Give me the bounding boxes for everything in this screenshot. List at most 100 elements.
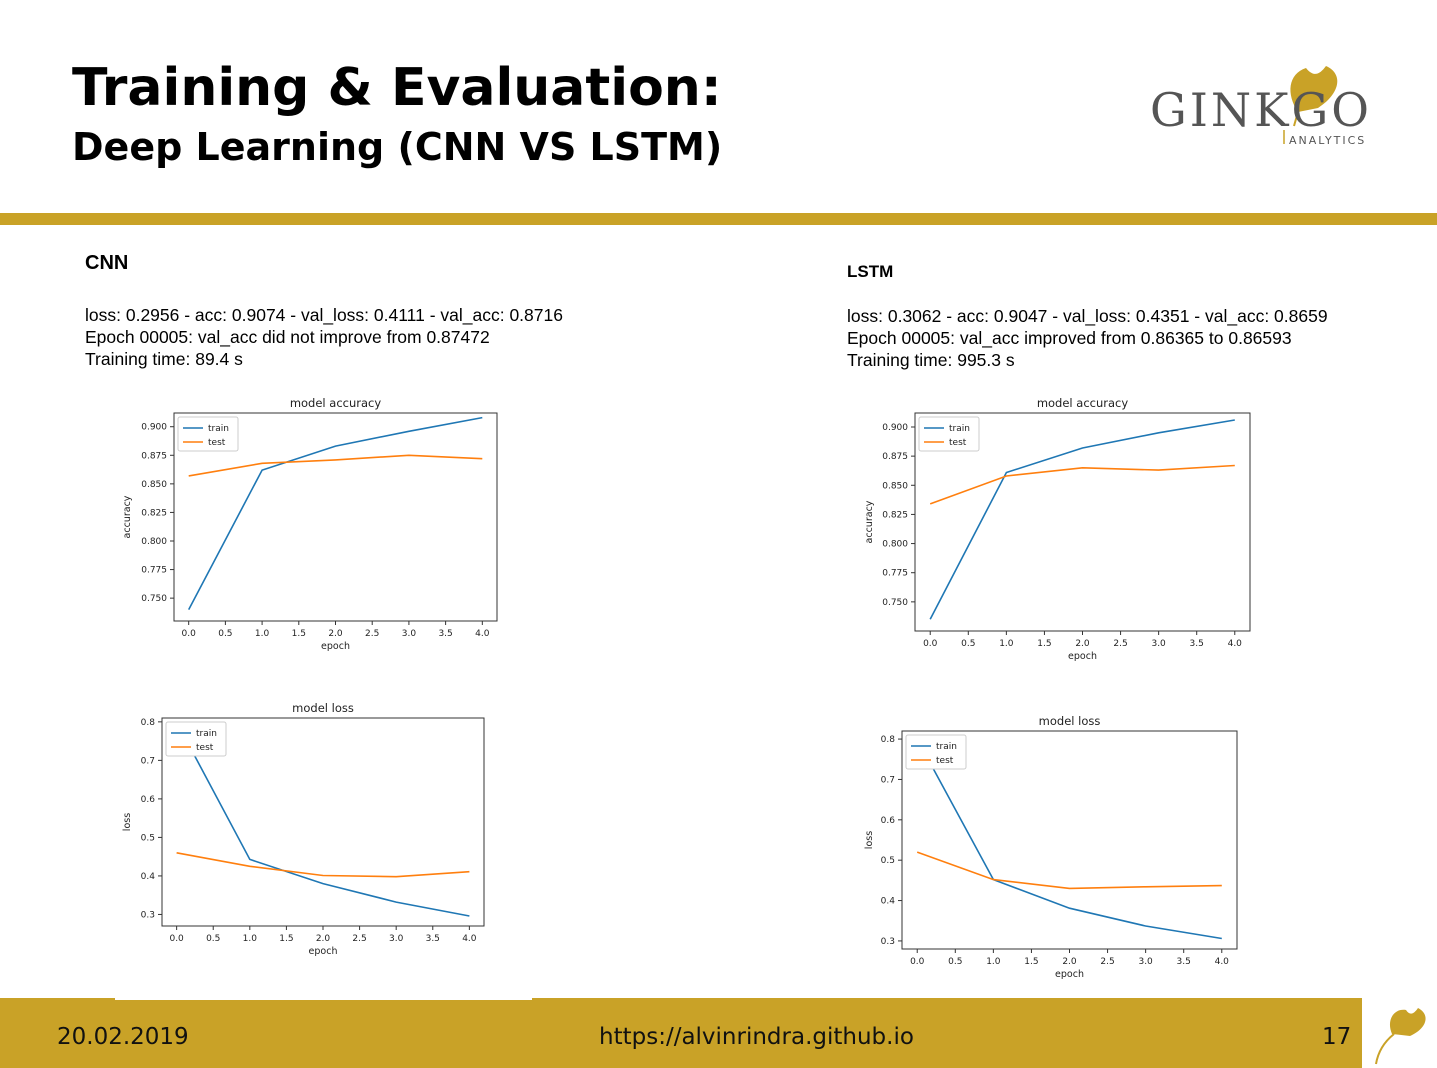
chart-title: model accuracy — [290, 396, 382, 410]
x-tick-label: 4.0 — [475, 629, 490, 639]
y-tick-label: 0.900 — [141, 423, 167, 433]
lstm-accuracy-chart: model accuracy 0.0 0.5 1.0 1.5 2.0 2.5 3.0 3.5 4.… — [864, 396, 1251, 662]
series-line-test — [916, 851, 1222, 890]
x-tick-label: 2.5 — [352, 934, 366, 944]
y-tick-label: 0.8 — [141, 718, 156, 728]
legend-label-test: test — [208, 438, 226, 448]
legend-label-test: test — [936, 756, 954, 766]
chart-title: model loss — [292, 701, 354, 715]
x-tick-label: 1.5 — [279, 934, 293, 944]
y-tick-label: 0.3 — [141, 910, 155, 920]
y-tick-label: 0.900 — [882, 423, 908, 433]
x-tick-label: 3.0 — [389, 934, 404, 944]
y-tick-label: 0.775 — [882, 569, 908, 579]
y-axis-label: accuracy — [122, 495, 133, 538]
y-tick-label: 0.750 — [882, 598, 908, 608]
x-tick-label: 0.5 — [948, 957, 962, 967]
y-tick-label: 0.5 — [881, 856, 895, 866]
y-tick-label: 0.825 — [882, 510, 908, 520]
ginkgo-leaf-stem — [1293, 111, 1299, 127]
x-tick-label: 1.5 — [1037, 639, 1051, 649]
lstm-stats-line: Training time: 995.3 s — [847, 350, 1015, 370]
y-tick-label: 0.6 — [141, 795, 156, 805]
y-tick-label: 0.4 — [141, 872, 156, 882]
logo-wordmark: GINKGO — [1150, 83, 1372, 137]
y-tick-label: 0.7 — [881, 775, 895, 785]
y-axis-label: loss — [122, 813, 133, 831]
cnn-stats: loss: 0.2956 - acc: 0.9074 - val_loss: 0… — [85, 304, 563, 370]
footer-highlight — [115, 998, 532, 1000]
y-axis-label: accuracy — [864, 500, 875, 543]
chart-title: model loss — [1039, 714, 1101, 728]
series-line-train — [175, 721, 470, 917]
y-tick-label: 0.875 — [882, 452, 908, 462]
y-axis-label: loss — [864, 831, 875, 849]
series-line-train — [916, 738, 1222, 940]
x-tick-label: 1.0 — [255, 629, 270, 639]
ginkgo-leaf-icon — [1375, 1008, 1426, 1065]
chart-title: model accuracy — [1037, 396, 1129, 410]
lstm-stats-line: Epoch 00005: val_acc improved from 0.863… — [847, 328, 1292, 348]
x-tick-label: 0.5 — [218, 629, 232, 639]
legend-label-train: train — [936, 742, 957, 752]
x-tick-label: 1.5 — [292, 629, 306, 639]
slide-title: Training & Evaluation: — [72, 58, 722, 118]
y-tick-label: 0.7 — [141, 756, 155, 766]
legend-label-train: train — [208, 424, 229, 434]
logo-subtext: ANALYTICS — [1289, 134, 1366, 147]
y-tick-label: 0.775 — [141, 566, 167, 576]
x-tick-label: 0.5 — [961, 639, 975, 649]
legend-label-test: test — [949, 438, 967, 448]
legend-label-test: test — [196, 743, 214, 753]
y-tick-label: 0.750 — [141, 594, 167, 604]
x-tick-label: 0.0 — [182, 629, 197, 639]
slide-subtitle: Deep Learning (CNN VS LSTM) — [72, 125, 723, 169]
y-tick-label: 0.850 — [882, 481, 908, 491]
x-axis-label: epoch — [309, 946, 338, 957]
x-tick-label: 4.0 — [1228, 639, 1243, 649]
cnn-stats-line: loss: 0.2956 - acc: 0.9074 - val_loss: 0… — [85, 305, 563, 325]
lstm-stats-line: loss: 0.3062 - acc: 0.9047 - val_loss: 0… — [847, 306, 1328, 326]
x-tick-label: 1.5 — [1024, 957, 1038, 967]
x-tick-label: 4.0 — [462, 934, 477, 944]
x-tick-label: 0.5 — [206, 934, 220, 944]
cnn-heading: CNN — [85, 252, 129, 274]
x-tick-label: 3.5 — [1190, 639, 1204, 649]
footer-bar — [0, 998, 1362, 1068]
lstm-heading: LSTM — [847, 262, 894, 281]
x-tick-label: 3.5 — [438, 629, 452, 639]
x-tick-label: 2.0 — [1075, 639, 1090, 649]
y-tick-label: 0.825 — [141, 508, 167, 518]
cnn-stats-line: Training time: 89.4 s — [85, 349, 243, 369]
y-tick-label: 0.4 — [881, 897, 896, 907]
y-tick-label: 0.5 — [141, 833, 155, 843]
x-tick-label: 0.0 — [169, 934, 184, 944]
series-line-test — [929, 464, 1235, 505]
x-tick-label: 1.0 — [986, 957, 1001, 967]
legend-label-train: train — [196, 729, 217, 739]
x-tick-label: 4.0 — [1215, 957, 1230, 967]
x-axis-label: epoch — [321, 641, 350, 652]
series-line-train — [187, 416, 483, 610]
series-line-test — [188, 454, 483, 477]
y-tick-label: 0.850 — [141, 480, 167, 490]
x-tick-label: 2.0 — [316, 934, 331, 944]
x-tick-label: 2.5 — [365, 629, 379, 639]
x-axis-label: epoch — [1055, 969, 1084, 980]
x-tick-label: 0.0 — [923, 639, 938, 649]
y-tick-label: 0.875 — [141, 451, 167, 461]
x-tick-label: 1.0 — [999, 639, 1014, 649]
y-tick-label: 0.6 — [881, 816, 896, 826]
lstm-loss-chart: model loss 0.0 0.5 1.0 1.5 2.0 2.5 3.0 3.5 4.0 0.3… — [864, 714, 1238, 980]
ginkgo-logo: GINKGO ANALYTICS — [1150, 66, 1372, 147]
x-tick-label: 3.0 — [1151, 639, 1166, 649]
x-tick-label: 1.0 — [243, 934, 258, 944]
x-tick-label: 0.0 — [910, 957, 925, 967]
cnn-stats-line: Epoch 00005: val_acc did not improve fro… — [85, 327, 490, 347]
footer-url[interactable]: https://alvinrindra.github.io — [599, 1024, 914, 1050]
ginkgo-leaf-icon — [1290, 66, 1338, 112]
cnn-loss-chart: model loss 0.0 0.5 1.0 1.5 2.0 2.5 3.0 3.5 4.0 0.3… — [122, 701, 485, 957]
x-tick-label: 3.0 — [402, 629, 417, 639]
x-tick-label: 2.0 — [1062, 957, 1077, 967]
x-tick-label: 3.5 — [1177, 957, 1191, 967]
